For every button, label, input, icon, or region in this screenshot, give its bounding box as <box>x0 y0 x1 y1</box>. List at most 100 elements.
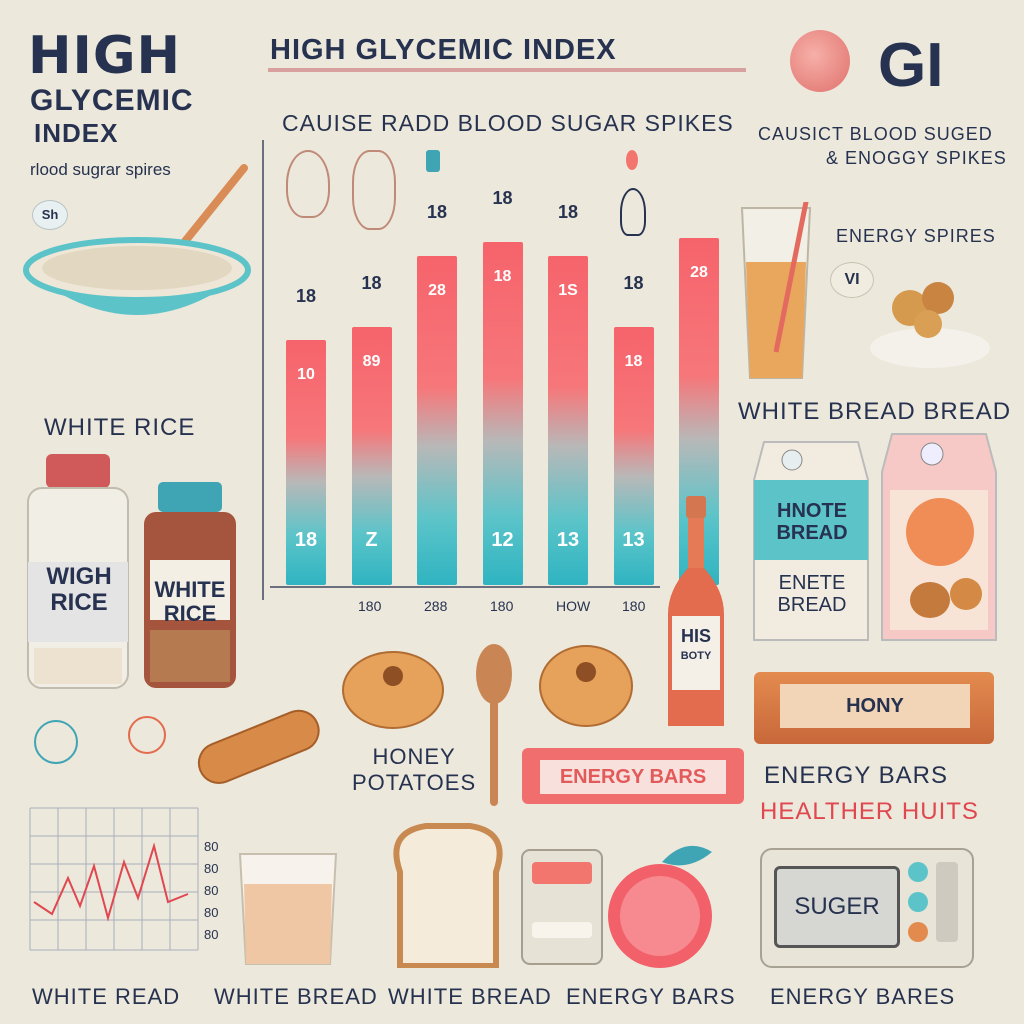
title-underline <box>268 68 746 72</box>
fruit-carton-icon <box>880 432 998 644</box>
mini-ytick-1: 80 <box>204 839 219 854</box>
mini-chart-yticks: 80 80 80 80 80 <box>204 836 218 946</box>
chart-bar-bottom-label: 13 <box>556 529 580 551</box>
bread-carton-label-top: HNOTE BREAD <box>756 500 868 544</box>
main-title-line1: HIGH <box>28 26 182 86</box>
rice-jar-label-line1: WIGH <box>46 563 112 590</box>
chart-y-axis <box>262 140 264 600</box>
vi-badge: VI <box>830 262 874 298</box>
sauce-bottle-label-line1: HIS <box>680 626 711 646</box>
chart-bar-inner-label: 89 <box>362 352 381 370</box>
rice-jar-icon <box>24 452 132 692</box>
bottle-doodle-icon <box>352 150 396 230</box>
white-rice-label: WHITE RICE <box>44 414 196 441</box>
gi-badge: GI <box>878 31 944 100</box>
chart-x-tick: 180 <box>358 598 382 614</box>
main-title-line2: GLYCEMIC <box>30 84 194 117</box>
right-line3: ENERGY SPIRES <box>836 226 996 246</box>
potato-icon <box>340 646 446 732</box>
chart-bar-top-label: 18 <box>492 188 513 209</box>
rice-jar-label-line2: RICE <box>50 589 108 616</box>
sauce-bottle-icon <box>664 494 728 730</box>
peach-icon <box>790 30 850 92</box>
bread-slice-icon <box>386 822 510 969</box>
white-rice-jar-label-line1: WHITE <box>154 577 226 602</box>
main-title: HIGH <box>28 30 181 82</box>
chart-bar-top-label: 18 <box>623 272 644 293</box>
chart-bar-inner-label: 28 <box>428 281 446 299</box>
chart-x-tick: 180 <box>490 598 514 614</box>
sauce-bottle-label: HIS BOTY <box>672 626 720 666</box>
chart-bar-top-label: 18 <box>426 201 448 222</box>
chart-bar-inner-label: 1S <box>558 281 578 299</box>
nuts-sugar-icon <box>840 268 990 368</box>
main-title-line3: INDEX <box>34 118 119 148</box>
chart-x-tick: 288 <box>424 598 448 614</box>
caption-white-read: WHITE READ <box>32 984 181 1009</box>
face-doodle-icon <box>128 716 166 754</box>
drop-icon <box>426 150 440 172</box>
chart-x-tick: HOW <box>556 598 591 614</box>
bowl-badge: Sh <box>32 200 68 230</box>
bread-carton-line2: BREAD <box>776 522 848 544</box>
bread-carton-label-bottom: ENETE BREAD <box>756 572 868 616</box>
flame-icon <box>620 188 646 236</box>
rice-jar-label: WIGH RICE <box>34 564 124 616</box>
honey-potatoes-line1: HONEY <box>372 744 456 769</box>
chart-bar-bottom-label: 18 <box>294 529 318 551</box>
energy-bar-wrapper-label: ENERGY BARS <box>540 760 726 794</box>
chart-bar <box>613 326 654 585</box>
bread-carton-line3: ENETE <box>778 572 846 594</box>
chart-bar <box>351 326 392 585</box>
scale-side-panel-icon <box>936 862 958 942</box>
chart-x-tick: 180 <box>622 598 646 614</box>
honey-bar-label: HONY <box>780 684 970 728</box>
bread-carton-line1: HNOTE <box>777 500 847 522</box>
sugar-cube-icon <box>286 150 330 218</box>
sauce-bottle-label-line2: BOTY <box>680 650 712 662</box>
chart-bar-top-label: 18 <box>361 272 382 293</box>
chart-bar-inner-label: 28 <box>690 263 708 281</box>
mini-ytick-4: 80 <box>204 905 219 920</box>
white-rice-jar-label-line2: RICE <box>163 601 217 626</box>
chart-bar-inner-label: 10 <box>297 366 315 384</box>
bread-roll-icon <box>186 694 320 802</box>
bread-carton-line4: BREAD <box>777 594 847 616</box>
chart-bar-top-label: 18 <box>557 201 579 222</box>
healther-huits-label: HEALTHER HUITS <box>760 798 979 825</box>
caption-energy-bars: ENERGY BARS <box>566 984 736 1009</box>
caption-white-bread-1: WHITE BREAD <box>214 984 378 1009</box>
small-drop-icon <box>626 150 638 170</box>
white-rice-jar-label: WHITE RICE <box>148 578 232 626</box>
mini-line-chart <box>28 806 200 952</box>
chart-bar-bottom-label: 13 <box>622 529 645 551</box>
caption-white-bread-2: WHITE BREAD <box>388 984 552 1009</box>
scale-button-3-icon <box>908 922 928 942</box>
grapefruit-icon <box>596 836 726 968</box>
main-subtitle: rlood sugrar spires <box>30 160 171 179</box>
lightbulb-icon <box>34 720 78 764</box>
honey-potatoes-line2: POTATOES <box>352 770 477 795</box>
rice-bowl-icon <box>22 160 252 360</box>
scale-button-2-icon <box>908 892 928 912</box>
mini-ytick-2: 80 <box>204 861 219 876</box>
page-title: HIGH GLYCEMIC INDEX <box>270 34 617 66</box>
wooden-spoon-icon <box>472 640 516 810</box>
chart-x-axis <box>270 586 660 588</box>
honey-potatoes-label: HONEY POTATOES <box>352 744 476 796</box>
milk-glass-icon <box>236 844 340 968</box>
chart-bar <box>286 340 326 585</box>
chart-bar-bottom-label: Z <box>365 529 378 551</box>
chart-bar <box>417 255 457 585</box>
remote-icon <box>520 848 604 966</box>
chart-x-ticks: 180 288 180 HOW 180 <box>262 598 682 618</box>
bread-carton-icon <box>752 440 870 644</box>
potato-2-icon <box>536 640 636 730</box>
chart-bar-inner-label: 18 <box>624 352 643 370</box>
energy-bars-label: ENERGY BARS <box>764 762 948 789</box>
glycemic-bar-chart: 18 10 18 18 89 Z 18 28 18 18 12 18 1S 13 18 18 13 28 <box>262 140 719 590</box>
mini-ytick-5: 80 <box>204 927 219 942</box>
scale-display: SUGER <box>774 866 900 948</box>
caption-energy-bares: ENERGY BARES <box>770 984 956 1009</box>
page-subtitle: CAUISE RADD BLOOD SUGAR SPIKES <box>282 110 734 136</box>
